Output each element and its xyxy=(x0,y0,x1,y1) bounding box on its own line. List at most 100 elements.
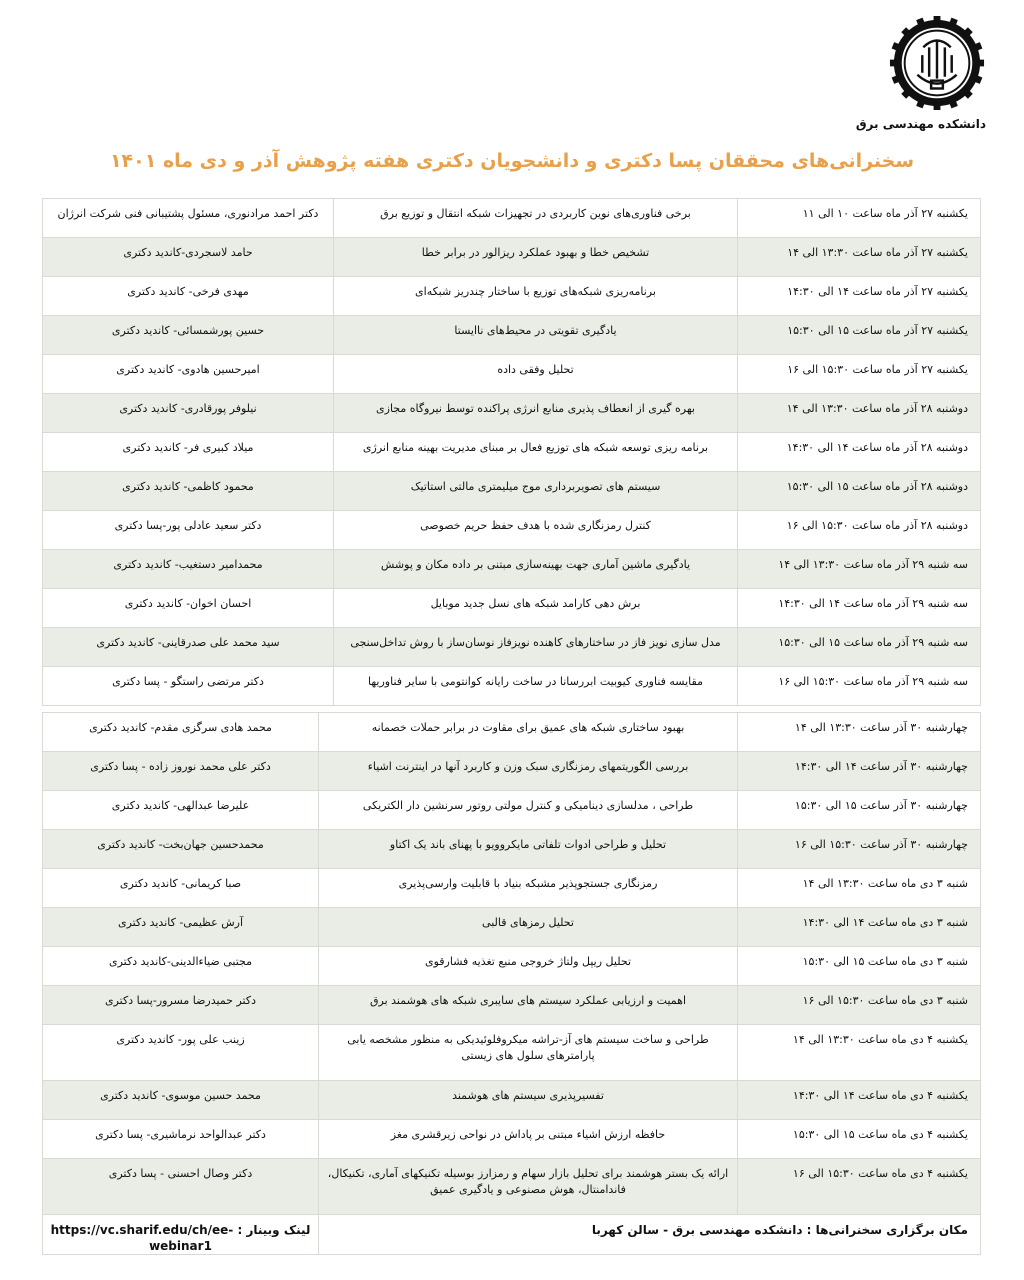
table-row: دوشنبه ۲۸ آذر ماه ساعت ۱۵:۳۰ الی ۱۶ کنترل… xyxy=(42,510,981,550)
session-time: دوشنبه ۲۸ آذر ماه ساعت ۱۳:۳۰ الی ۱۴ xyxy=(737,393,981,433)
speaker-name: نیلوفر پورقادری- کاندید دکتری xyxy=(42,393,334,433)
table-row: یکشنبه ۲۷ آذر ماه ساعت ۱۰ الی ۱۱ برخی فنا… xyxy=(42,198,981,238)
speaker-name: محمدحسین جهان‌بخت- کاندید دکتری xyxy=(42,829,319,869)
speaker-name: حسین پورشمسائی- کاندید دکتری xyxy=(42,315,334,355)
talk-topic: تحلیل ریپل ولتاژ خروجی منبع تغذیه فشارقو… xyxy=(318,946,738,986)
table-row: شنبه ۳ دی ماه ساعت ۱۴ الی ۱۴:۳۰ تحلیل رمز… xyxy=(42,907,981,947)
speaker-name: محمود کاظمی- کاندید دکتری xyxy=(42,471,334,511)
speaker-name: دکتر علی محمد نوروز زاده - پسا دکتری xyxy=(42,751,319,791)
table-row: یکشنبه ۴ دی ماه ساعت ۱۵:۳۰ الی ۱۶ ارائه ی… xyxy=(42,1158,981,1215)
speaker-name: دکتر احمد مرادنوری، مسئول پشتیبانی فنی ش… xyxy=(42,198,334,238)
table-row: سه شنبه ۲۹ آذر ماه ساعت ۱۵:۳۰ الی ۱۶ مقای… xyxy=(42,666,981,706)
talk-topic: طراحی و ساخت سیستم های آز-تراشه میکروفلو… xyxy=(318,1024,738,1081)
table-row: یکشنبه ۲۷ آذر ماه ساعت ۱۳:۳۰ الی ۱۴ تشخیص… xyxy=(42,237,981,277)
talk-topic: تحلیل وفقی داده xyxy=(333,354,738,394)
talk-topic: بهره گیری از انعطاف پذیری منابع انرژی پر… xyxy=(333,393,738,433)
speaker-name: امیرحسین هادوی- کاندید دکتری xyxy=(42,354,334,394)
talk-topic: ارائه یک بستر هوشمند برای تحلیل بازار سه… xyxy=(318,1158,738,1215)
table-row: یکشنبه ۴ دی ماه ساعت ۱۴ الی ۱۴:۳۰ تفسیرپذ… xyxy=(42,1080,981,1120)
speaker-name: مجتبی ضیاءالدینی-کاندید دکتری xyxy=(42,946,319,986)
speaker-name: میلاد کبیری فر- کاندید دکتری xyxy=(42,432,334,472)
speaker-name: حامد لاسجردی-کاندید دکتری xyxy=(42,237,334,277)
speaker-name: محمد حسین موسوی- کاندید دکتری xyxy=(42,1080,319,1120)
venue-text: مکان برگزاری سخنرانی‌ها : دانشکده مهندسی… xyxy=(318,1214,981,1255)
session-time: چهارشنبه ۳۰ آذر ساعت ۱۵:۳۰ الی ۱۶ xyxy=(737,829,981,869)
talk-topic: بررسی الگوریتمهای رمزنگاری سبک وزن و کار… xyxy=(318,751,738,791)
session-time: سه شنبه ۲۹ آذر ماه ساعت ۱۵:۳۰ الی ۱۶ xyxy=(737,666,981,706)
table-row: یکشنبه ۲۷ آذر ماه ساعت ۱۵ الی ۱۵:۳۰ یادگی… xyxy=(42,315,981,355)
session-time: یکشنبه ۲۷ آذر ماه ساعت ۱۴ الی ۱۴:۳۰ xyxy=(737,276,981,316)
webinar-link[interactable]: لینک وبینار : https://vc.sharif.edu/ch/e… xyxy=(42,1214,319,1255)
talk-topic: سیستم های تصویربرداری موج میلیمتری مالتی… xyxy=(333,471,738,511)
speaker-name: دکتر مرتضی راستگو - پسا دکتری xyxy=(42,666,334,706)
session-time: یکشنبه ۴ دی ماه ساعت ۱۴ الی ۱۴:۳۰ xyxy=(737,1080,981,1120)
speaker-name: مهدی فرخی- کاندید دکتری xyxy=(42,276,334,316)
talk-topic: برش دهی کارامد شبکه های نسل جدید موبایل xyxy=(333,588,738,628)
talk-topic: تحلیل و طراحی ادوات تلفاتی مایکروویو با … xyxy=(318,829,738,869)
talk-topic: یادگیری تقویتی در محیط‌های ناایستا xyxy=(333,315,738,355)
university-logo xyxy=(889,15,985,111)
session-time: چهارشنبه ۳۰ آذر ساعت ۱۳:۳۰ الی ۱۴ xyxy=(737,712,981,752)
session-time: دوشنبه ۲۸ آذر ماه ساعت ۱۴ الی ۱۴:۳۰ xyxy=(737,432,981,472)
session-time: شنبه ۳ دی ماه ساعت ۱۵ الی ۱۵:۳۰ xyxy=(737,946,981,986)
session-time: چهارشنبه ۳۰ آذر ساعت ۱۴ الی ۱۴:۳۰ xyxy=(737,751,981,791)
talk-topic: برنامه‌ریزی شبکه‌های توزیع با ساختار چند… xyxy=(333,276,738,316)
session-time: سه شنبه ۲۹ آذر ماه ساعت ۱۴ الی ۱۴:۳۰ xyxy=(737,588,981,628)
schedule-table-2: چهارشنبه ۳۰ آذر ساعت ۱۳:۳۰ الی ۱۴ بهبود س… xyxy=(42,712,981,1255)
table-row: شنبه ۳ دی ماه ساعت ۱۳:۳۰ الی ۱۴ رمزنگاری … xyxy=(42,868,981,908)
table-row: یکشنبه ۴ دی ماه ساعت ۱۵ الی ۱۵:۳۰ حافظه ا… xyxy=(42,1119,981,1159)
table-row: چهارشنبه ۳۰ آذر ساعت ۱۴ الی ۱۴:۳۰ بررسی ا… xyxy=(42,751,981,791)
talk-topic: مدل سازی نویز فاز در ساختارهای کاهنده نو… xyxy=(333,627,738,667)
talk-topic: مقایسه فناوری کیوبیت ابررسانا در ساخت را… xyxy=(333,666,738,706)
talk-topic: تحلیل رمزهای قالبی xyxy=(318,907,738,947)
table-row: یکشنبه ۲۷ آذر ماه ساعت ۱۵:۳۰ الی ۱۶ تحلیل… xyxy=(42,354,981,394)
table-row: سه شنبه ۲۹ آذر ماه ساعت ۱۴ الی ۱۴:۳۰ برش … xyxy=(42,588,981,628)
talk-topic: کنترل رمزنگاری شده با هدف حفظ حریم خصوصی xyxy=(333,510,738,550)
talk-topic: اهمیت و ارزیابی عملکرد سیستم های سایبری … xyxy=(318,985,738,1025)
speaker-name: محمدامیر دستغیب- کاندید دکتری xyxy=(42,549,334,589)
speaker-name: دکتر عبدالواحد نرماشیری- پسا دکتری xyxy=(42,1119,319,1159)
table-row: دوشنبه ۲۸ آذر ماه ساعت ۱۳:۳۰ الی ۱۴ بهره … xyxy=(42,393,981,433)
table-row: سه شنبه ۲۹ آذر ماه ساعت ۱۵ الی ۱۵:۳۰ مدل … xyxy=(42,627,981,667)
speaker-name: دکتر سعید عادلی پور-پسا دکتری xyxy=(42,510,334,550)
session-time: شنبه ۳ دی ماه ساعت ۱۴ الی ۱۴:۳۰ xyxy=(737,907,981,947)
talk-topic: بهبود ساختاری شبکه های عمیق برای مقاوت د… xyxy=(318,712,738,752)
session-time: یکشنبه ۲۷ آذر ماه ساعت ۱۵:۳۰ الی ۱۶ xyxy=(737,354,981,394)
session-time: دوشنبه ۲۸ آذر ماه ساعت ۱۵ الی ۱۵:۳۰ xyxy=(737,471,981,511)
webinar-label: لینک وبینار : xyxy=(237,1223,311,1237)
talk-topic: تشخیص خطا و بهبود عملکرد ریزالور در براب… xyxy=(333,237,738,277)
talk-topic: یادگیری ماشین آماری جهت بهینه‌سازی مبتنی… xyxy=(333,549,738,589)
table-row: شنبه ۳ دی ماه ساعت ۱۵ الی ۱۵:۳۰ تحلیل ریپ… xyxy=(42,946,981,986)
webinar-url[interactable]: https://vc.sharif.edu/ch/ee-webinar1 xyxy=(50,1223,234,1253)
speaker-name: آرش عظیمی- کاندید دکتری xyxy=(42,907,319,947)
table-row: دوشنبه ۲۸ آذر ماه ساعت ۱۵ الی ۱۵:۳۰ سیستم… xyxy=(42,471,981,511)
speaker-name: زینب علی پور- کاندید دکتری xyxy=(42,1024,319,1081)
table-row: دوشنبه ۲۸ آذر ماه ساعت ۱۴ الی ۱۴:۳۰ برنام… xyxy=(42,432,981,472)
footer-row: مکان برگزاری سخنرانی‌ها : دانشکده مهندسی… xyxy=(42,1214,981,1255)
speaker-name: دکتر حمیدرضا مسرور-پسا دکتری xyxy=(42,985,319,1025)
session-time: دوشنبه ۲۸ آذر ماه ساعت ۱۵:۳۰ الی ۱۶ xyxy=(737,510,981,550)
speaker-name: دکتر وصال احسنی - پسا دکتری xyxy=(42,1158,319,1215)
schedule-table-1: یکشنبه ۲۷ آذر ماه ساعت ۱۰ الی ۱۱ برخی فنا… xyxy=(42,198,981,706)
table-row: سه شنبه ۲۹ آذر ماه ساعت ۱۳:۳۰ الی ۱۴ یادگ… xyxy=(42,549,981,589)
session-time: یکشنبه ۲۷ آذر ماه ساعت ۱۵ الی ۱۵:۳۰ xyxy=(737,315,981,355)
session-time: سه شنبه ۲۹ آذر ماه ساعت ۱۳:۳۰ الی ۱۴ xyxy=(737,549,981,589)
department-name: دانشکده مهندسی برق xyxy=(855,117,986,131)
session-time: یکشنبه ۲۷ آذر ماه ساعت ۱۰ الی ۱۱ xyxy=(737,198,981,238)
speaker-name: احسان اخوان- کاندید دکتری xyxy=(42,588,334,628)
talk-topic: رمزنگاری جستجوپذیر مشبکه بنیاد با قابلیت… xyxy=(318,868,738,908)
session-time: یکشنبه ۴ دی ماه ساعت ۱۳:۳۰ الی ۱۴ xyxy=(737,1024,981,1081)
speaker-name: سید محمد علی صدرقاینی- کاندید دکتری xyxy=(42,627,334,667)
session-time: چهارشنبه ۳۰ آذر ساعت ۱۵ الی ۱۵:۳۰ xyxy=(737,790,981,830)
talk-topic: برنامه ریزی توسعه شبکه های توزیع فعال بر… xyxy=(333,432,738,472)
session-time: شنبه ۳ دی ماه ساعت ۱۳:۳۰ الی ۱۴ xyxy=(737,868,981,908)
table-row: شنبه ۳ دی ماه ساعت ۱۵:۳۰ الی ۱۶ اهمیت و ا… xyxy=(42,985,981,1025)
table-row: چهارشنبه ۳۰ آذر ساعت ۱۳:۳۰ الی ۱۴ بهبود س… xyxy=(42,712,981,752)
speaker-name: محمد هادی سرگزی مقدم- کاندید دکتری xyxy=(42,712,319,752)
talk-topic: تفسیرپذیری سیستم های هوشمند xyxy=(318,1080,738,1120)
talk-topic: حافظه ارزش اشیاء مبتنی بر پاداش در نواحی… xyxy=(318,1119,738,1159)
table-row: چهارشنبه ۳۰ آذر ساعت ۱۵:۳۰ الی ۱۶ تحلیل و… xyxy=(42,829,981,869)
talk-topic: طراحی ، مدلسازی دینامیکی و کنترل مولتی ر… xyxy=(318,790,738,830)
session-time: یکشنبه ۲۷ آذر ماه ساعت ۱۳:۳۰ الی ۱۴ xyxy=(737,237,981,277)
table-row: یکشنبه ۴ دی ماه ساعت ۱۳:۳۰ الی ۱۴ طراحی و… xyxy=(42,1024,981,1081)
